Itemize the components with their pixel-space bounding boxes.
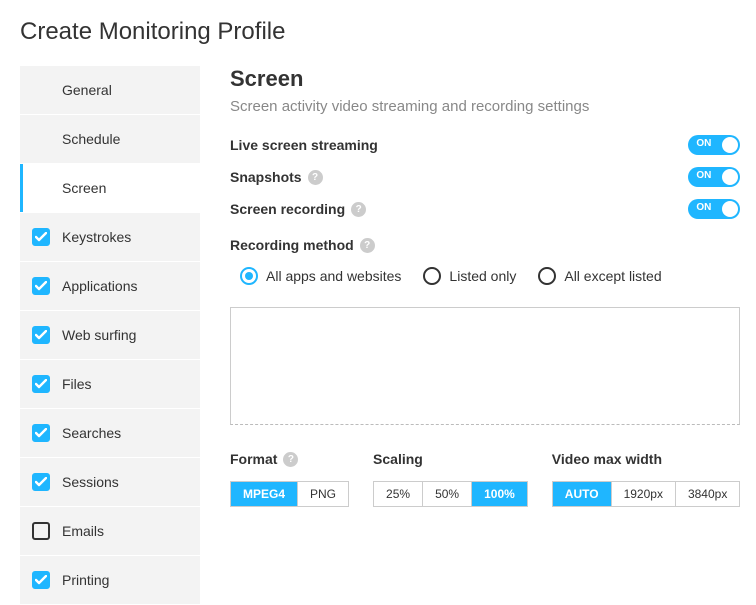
- toggle-label: Screen recording?: [230, 201, 366, 217]
- radio-dot-icon: [538, 267, 556, 285]
- recording-method-text: Recording method: [230, 237, 354, 253]
- checkbox-web-surfing[interactable]: [32, 326, 50, 344]
- sidebar-item-applications[interactable]: Applications: [20, 262, 200, 311]
- sidebar-item-label: Schedule: [62, 131, 120, 147]
- seg-option-100-[interactable]: 100%: [472, 482, 527, 506]
- seg-option-mpeg4[interactable]: MPEG4: [231, 482, 298, 506]
- toggle-row-screen-recording: Screen recording? ON: [230, 199, 740, 219]
- seg-option-auto[interactable]: AUTO: [553, 482, 612, 506]
- main-panel: Screen Screen activity video streaming a…: [200, 66, 756, 605]
- sidebar-item-label: Keystrokes: [62, 229, 131, 245]
- seg-option-png[interactable]: PNG: [298, 482, 348, 506]
- checkbox-applications[interactable]: [32, 277, 50, 295]
- checkbox-files[interactable]: [32, 375, 50, 393]
- controls-row: Format? MPEG4PNG Scaling 25%50%100% Video ma…: [230, 451, 740, 507]
- checkbox-keystrokes[interactable]: [32, 228, 50, 246]
- toggle-switch[interactable]: ON: [688, 135, 740, 155]
- radio-label: Listed only: [449, 268, 516, 284]
- control-label: Format?: [230, 451, 349, 467]
- checkbox-sessions[interactable]: [32, 473, 50, 491]
- sidebar-item-label: General: [62, 82, 112, 98]
- sidebar: General Schedule Screen Keystrokes Applicati…: [20, 66, 200, 605]
- seg-option-50-[interactable]: 50%: [423, 482, 472, 506]
- section-title: Screen: [230, 66, 740, 92]
- list-textarea[interactable]: [230, 307, 740, 425]
- sidebar-item-label: Applications: [62, 278, 138, 294]
- toggle-label: Snapshots?: [230, 169, 323, 185]
- radio-all-apps-and-websites[interactable]: All apps and websites: [240, 267, 401, 285]
- recording-method-radios: All apps and websites Listed only All exce…: [230, 267, 740, 285]
- sidebar-item-label: Screen: [62, 180, 106, 196]
- help-icon[interactable]: ?: [283, 452, 298, 467]
- control-label: Scaling: [373, 451, 528, 467]
- control-label: Video max width: [552, 451, 741, 467]
- page-title: Create Monitoring Profile: [0, 0, 756, 66]
- sidebar-item-keystrokes[interactable]: Keystrokes: [20, 213, 200, 262]
- radio-label: All except listed: [564, 268, 661, 284]
- sidebar-item-printing[interactable]: Printing: [20, 556, 200, 605]
- segmented-scaling: 25%50%100%: [373, 481, 528, 507]
- radio-label: All apps and websites: [266, 268, 401, 284]
- recording-method-label: Recording method ?: [230, 237, 740, 253]
- sidebar-item-general[interactable]: General: [20, 66, 200, 115]
- seg-option-3840px[interactable]: 3840px: [676, 482, 739, 506]
- sidebar-item-emails[interactable]: Emails: [20, 507, 200, 556]
- seg-option-1920px[interactable]: 1920px: [612, 482, 676, 506]
- radio-dot-icon: [240, 267, 258, 285]
- toggle-row-live-screen-streaming: Live screen streaming ON: [230, 135, 740, 155]
- sidebar-item-screen[interactable]: Screen: [20, 164, 200, 213]
- segmented-video-max-width: AUTO1920px3840px: [552, 481, 741, 507]
- toggle-switch[interactable]: ON: [688, 199, 740, 219]
- radio-listed-only[interactable]: Listed only: [423, 267, 516, 285]
- sidebar-item-searches[interactable]: Searches: [20, 409, 200, 458]
- sidebar-item-label: Files: [62, 376, 92, 392]
- toggle-label: Live screen streaming: [230, 137, 378, 153]
- section-description: Screen activity video streaming and reco…: [230, 98, 740, 115]
- help-icon[interactable]: ?: [360, 238, 375, 253]
- control-group-video-max-width: Video max width AUTO1920px3840px: [552, 451, 741, 507]
- sidebar-item-sessions[interactable]: Sessions: [20, 458, 200, 507]
- sidebar-item-schedule[interactable]: Schedule: [20, 115, 200, 164]
- sidebar-item-label: Web surfing: [62, 327, 136, 343]
- sidebar-item-web-surfing[interactable]: Web surfing: [20, 311, 200, 360]
- segmented-format: MPEG4PNG: [230, 481, 349, 507]
- sidebar-item-files[interactable]: Files: [20, 360, 200, 409]
- checkbox-emails[interactable]: [32, 522, 50, 540]
- toggle-switch[interactable]: ON: [688, 167, 740, 187]
- sidebar-item-label: Sessions: [62, 474, 119, 490]
- sidebar-item-label: Searches: [62, 425, 121, 441]
- seg-option-25-[interactable]: 25%: [374, 482, 423, 506]
- help-icon[interactable]: ?: [308, 170, 323, 185]
- help-icon[interactable]: ?: [351, 202, 366, 217]
- radio-all-except-listed[interactable]: All except listed: [538, 267, 661, 285]
- checkbox-printing[interactable]: [32, 571, 50, 589]
- control-group-format: Format? MPEG4PNG: [230, 451, 349, 507]
- checkbox-searches[interactable]: [32, 424, 50, 442]
- radio-dot-icon: [423, 267, 441, 285]
- sidebar-item-label: Emails: [62, 523, 104, 539]
- control-group-scaling: Scaling 25%50%100%: [373, 451, 528, 507]
- toggle-row-snapshots: Snapshots? ON: [230, 167, 740, 187]
- sidebar-item-label: Printing: [62, 572, 109, 588]
